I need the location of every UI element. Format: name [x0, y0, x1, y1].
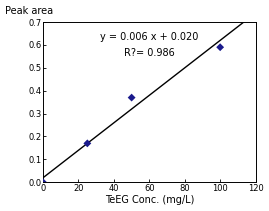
Text: y = 0.006 x + 0.020: y = 0.006 x + 0.020: [100, 32, 199, 42]
Text: R?= 0.986: R?= 0.986: [124, 48, 175, 58]
Text: Peak area: Peak area: [5, 6, 53, 16]
Point: [129, 96, 134, 99]
X-axis label: TeEG Conc. (mg/L): TeEG Conc. (mg/L): [105, 195, 194, 206]
Point: [85, 142, 90, 145]
Point: [41, 181, 45, 184]
Point: [218, 46, 222, 49]
